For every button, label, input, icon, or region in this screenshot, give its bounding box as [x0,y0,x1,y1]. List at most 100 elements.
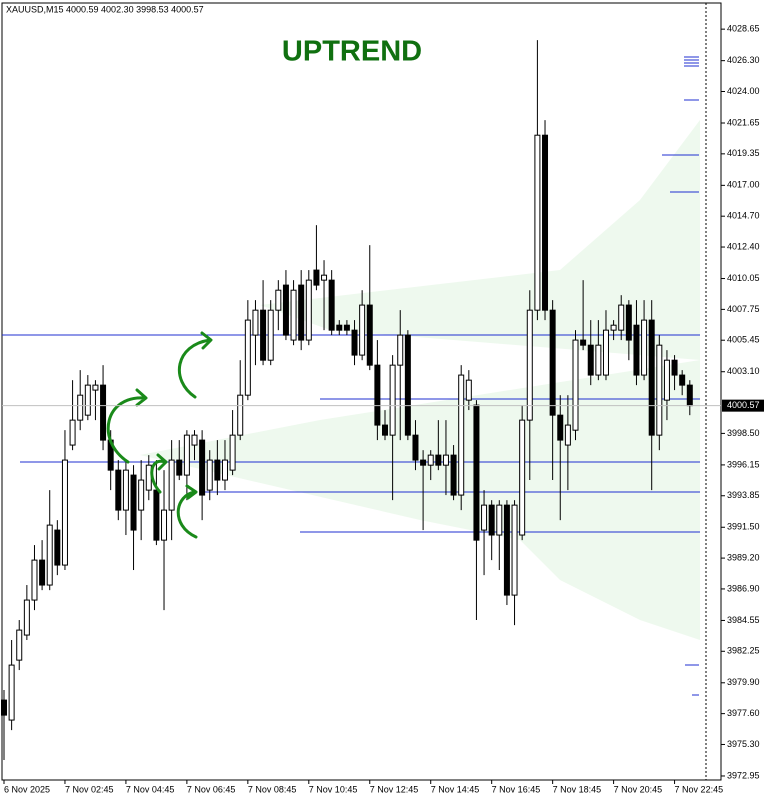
candle-body [290,289,297,341]
candle-body [275,289,282,311]
y-tick-label: 4007.75 [727,304,760,314]
candle-body [191,434,198,446]
candle-body [534,134,541,311]
candle-body [641,319,648,376]
candle-body [328,279,335,331]
candle-body [496,504,503,536]
candle-body [244,319,251,396]
candle-body [442,454,449,466]
x-tick-label: 7 Nov 12:45 [370,784,419,794]
candle-body [595,344,602,376]
y-tick-label: 4005.45 [727,335,760,345]
candle-body [267,309,274,361]
candles [1,40,693,761]
arrow [178,331,213,399]
candle-body [199,439,206,496]
candle-body [420,459,427,466]
candle-body [404,334,411,436]
symbol-info: XAUUSD,M15 4000.59 4002.30 3998.53 4000.… [6,4,204,14]
x-tick-label: 7 Nov 18:45 [553,784,602,794]
candle-body [23,599,30,636]
candle-body [542,134,549,311]
candle-body [61,459,68,566]
x-tick-label: 7 Nov 08:45 [248,784,297,794]
candle-body [252,309,259,336]
arrows [106,331,213,539]
candle-body [321,274,328,281]
y-tick-label: 3977.60 [727,708,760,718]
last-price-label: 4000.57 [727,400,760,410]
candle-body [351,329,358,356]
candle-body [16,629,23,661]
candle-body [31,559,38,601]
y-tick-label: 3979.90 [727,677,760,687]
candle-body [313,269,320,286]
candle-body [1,699,7,716]
candle-body [237,394,244,436]
level-lines [2,56,700,696]
candle-body [686,384,693,407]
candle-body [519,419,526,536]
candle-body [138,479,145,511]
candle-body [214,459,221,481]
volume-profile [140,120,700,640]
candle-body [435,454,442,466]
candle-body [176,459,183,476]
y-tick-label: 4010.05 [727,273,760,283]
candle-body [366,304,373,366]
candle-body [473,404,480,541]
y-tick-label: 4012.40 [727,241,760,251]
y-tick-label: 4014.70 [727,211,760,221]
candle-body [511,504,518,596]
x-tick-label: 7 Nov 04:45 [126,784,175,794]
y-tick-label: 4028.65 [727,24,760,34]
x-tick-label: 7 Nov 16:45 [492,784,541,794]
candle-body [557,414,564,441]
candle-body [663,359,670,401]
candle-body [260,309,267,361]
candle-body [77,394,84,421]
candle-body [145,464,152,491]
candle-body [481,504,488,531]
arrow [106,388,148,464]
candle-body [229,434,236,471]
y-tick-label: 3989.20 [727,552,760,562]
candle-body [526,309,533,421]
x-tick-label: 7 Nov 20:45 [614,784,663,794]
candle-body [8,664,15,721]
chart-title: UPTREND [282,36,422,68]
candle-body [458,374,465,496]
arrow [176,484,198,539]
candle-body [397,334,404,366]
candle-body [648,319,655,436]
candle-body [282,284,289,336]
y-tick-label: 4024.00 [727,86,760,96]
candle-body [427,454,434,466]
y-tick-label: 3993.85 [727,490,760,500]
candle-body [298,284,305,341]
candle-body [69,419,76,446]
arrow [150,453,168,494]
x-tick-label: 7 Nov 22:45 [675,784,724,794]
candle-body [618,304,625,331]
y-tick-label: 3984.55 [727,615,760,625]
candle-body [221,459,228,481]
candle-body [633,324,640,376]
plot-border [1,2,722,781]
candle-body [656,344,663,436]
y-tick-label: 3998.50 [727,428,760,438]
candle-body [115,469,122,511]
candle-body [183,434,190,476]
candle-body [54,529,61,566]
x-tick-label: 7 Nov 06:45 [187,784,236,794]
x-tick-label: 6 Nov 2025 [4,784,50,794]
candle-body [343,324,350,331]
candle-body [549,309,556,416]
candle-body [374,364,381,426]
last-price-box [722,399,764,412]
candle-body [389,364,396,436]
candle-body [503,504,510,596]
y-tick-label: 3972.95 [727,770,760,780]
candle-body [336,324,343,331]
